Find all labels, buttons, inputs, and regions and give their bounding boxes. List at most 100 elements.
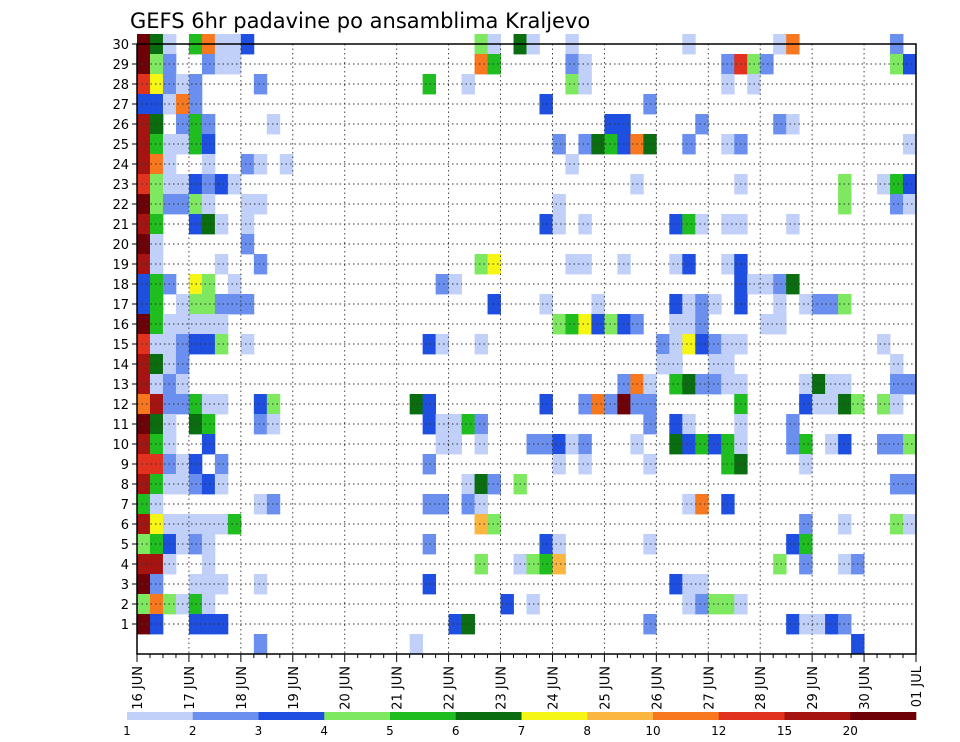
y-tick-label: 5 — [121, 538, 129, 553]
colorbar-swatch — [127, 712, 194, 720]
heatmap-cell — [812, 394, 826, 415]
y-tick-label: 17 — [112, 298, 129, 313]
x-tick-label: 19 JUN — [287, 666, 302, 710]
y-tick-label: 15 — [112, 338, 129, 353]
heatmap-cell — [214, 514, 229, 535]
heatmap-cell — [890, 434, 904, 455]
colorbar-swatch — [521, 712, 588, 720]
heatmap-cell — [149, 94, 164, 115]
heatmap-cell — [422, 414, 437, 435]
heatmap-cell — [201, 334, 216, 355]
heatmap-cell — [669, 414, 683, 435]
heatmap-cell — [903, 474, 917, 495]
heatmap-cell — [149, 474, 164, 495]
heatmap-cell — [201, 114, 216, 135]
heatmap-cell — [253, 634, 268, 655]
x-tick-label: 24 JUN — [546, 666, 561, 710]
heatmap-cell — [695, 114, 709, 135]
heatmap-cell — [552, 134, 566, 155]
y-tick-label: 7 — [121, 498, 129, 513]
heatmap-cell — [149, 174, 164, 195]
heatmap-cell — [487, 514, 501, 535]
y-tick-label: 20 — [112, 238, 129, 253]
heatmap-cell — [137, 154, 151, 175]
heatmap-cell — [552, 314, 566, 335]
y-tick-label: 27 — [112, 98, 129, 113]
heatmap-cell — [669, 254, 683, 275]
heatmap-cells — [137, 34, 917, 655]
heatmap-cell — [825, 614, 839, 635]
colorbar-swatch — [718, 712, 785, 720]
heatmap-cell — [214, 254, 229, 275]
heatmap-cell — [137, 534, 151, 555]
heatmap-cell — [266, 114, 281, 135]
x-tick-label: 20 JUN — [339, 666, 354, 710]
heatmap-cell — [786, 434, 800, 455]
heatmap-cell — [227, 174, 242, 195]
colorbar-label: 4 — [320, 724, 328, 738]
heatmap-cell — [773, 114, 787, 135]
heatmap-cell — [604, 134, 618, 155]
heatmap-cell — [137, 234, 151, 255]
heatmap-cell — [422, 534, 437, 555]
x-tick-label: 16 JUN — [131, 666, 146, 710]
heatmap-cell — [552, 434, 566, 455]
heatmap-cell — [890, 194, 904, 215]
heatmap-cell — [137, 614, 151, 635]
heatmap-cell — [669, 574, 683, 595]
heatmap-cell — [201, 154, 216, 175]
heatmap-cell — [435, 334, 449, 355]
heatmap-cell — [539, 554, 553, 575]
heatmap-cell — [137, 474, 151, 495]
heatmap-cell — [240, 294, 255, 315]
heatmap-cell — [539, 534, 553, 555]
heatmap-cell — [149, 134, 164, 155]
heatmap-cell — [137, 574, 151, 595]
heatmap-cell — [201, 554, 216, 575]
heatmap-cell — [799, 294, 813, 315]
heatmap-cell — [682, 254, 696, 275]
heatmap-cell — [137, 394, 151, 415]
heatmap-cell — [253, 74, 268, 95]
heatmap-cell — [799, 514, 813, 535]
heatmap-cell — [552, 214, 566, 235]
heatmap-cell — [253, 194, 268, 215]
heatmap-cell — [565, 74, 579, 95]
y-tick-label: 14 — [112, 358, 129, 373]
heatmap-cell — [890, 474, 904, 495]
heatmap-cell — [578, 134, 592, 155]
heatmap-cell — [149, 54, 164, 75]
x-tick-label: 01 JUL — [910, 665, 925, 707]
heatmap-cell — [149, 154, 164, 175]
heatmap-cell — [435, 434, 449, 455]
y-tick-label: 1 — [121, 618, 129, 633]
heatmap-cell — [799, 374, 813, 395]
colorbar-swatch — [784, 712, 851, 720]
heatmap-cell — [903, 374, 917, 395]
heatmap-cell — [266, 414, 281, 435]
heatmap-cell — [682, 314, 696, 335]
heatmap-cell — [578, 394, 592, 415]
heatmap-cell — [682, 574, 696, 595]
x-tick-label: 28 JUN — [754, 666, 769, 710]
heatmap-cell — [201, 394, 216, 415]
heatmap-cell — [149, 514, 164, 535]
x-tick-label: 30 JUN — [858, 666, 873, 710]
heatmap-cell — [137, 94, 151, 115]
heatmap-cell — [435, 494, 449, 515]
heatmap-cell — [656, 334, 670, 355]
heatmap-cell — [253, 494, 268, 515]
heatmap-cell — [708, 374, 722, 395]
heatmap-cell — [682, 134, 696, 155]
heatmap-cell — [253, 574, 268, 595]
heatmap-cell — [890, 374, 904, 395]
heatmap-cell — [799, 434, 813, 455]
heatmap-cell — [461, 414, 475, 435]
heatmap-cell — [461, 74, 475, 95]
y-tick-label: 18 — [112, 278, 129, 293]
heatmap-cell — [474, 514, 488, 535]
heatmap-cell — [227, 274, 242, 295]
heatmap-cell — [448, 274, 462, 295]
heatmap-cell — [137, 514, 151, 535]
heatmap-cell — [253, 394, 268, 415]
